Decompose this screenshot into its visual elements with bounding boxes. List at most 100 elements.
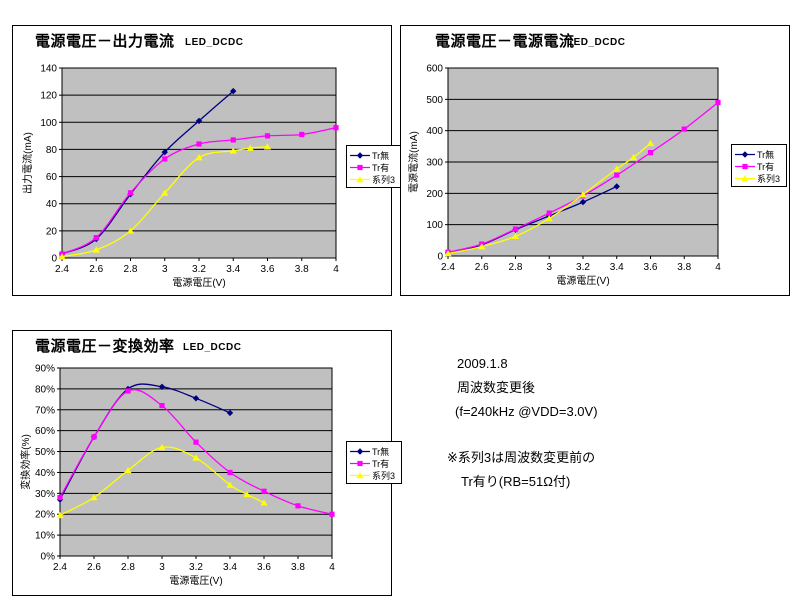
x-tick-label: 2.8	[124, 264, 138, 275]
chart-subtitle: LED_DCDC	[185, 37, 244, 48]
diamond-marker-icon	[226, 409, 234, 417]
y-tick-label: 10%	[35, 531, 55, 542]
triangle-marker-icon	[246, 144, 254, 151]
legend-entry: Tr有	[735, 160, 784, 172]
x-tick-label: 2.4	[53, 562, 67, 573]
chart-output-current: 電源電圧－出力電流 LED_DCDC 0 20 40 60 80 100 120 140 2.4 2.…	[12, 25, 402, 296]
y-axis-title: 電源電流(mA)	[407, 131, 420, 193]
legend-label: Tr無	[372, 150, 390, 161]
square-marker-icon	[230, 137, 236, 143]
x-tick-label: 4	[715, 262, 721, 273]
y-tick-label: 70%	[35, 405, 55, 416]
legend-label: Tr有	[757, 161, 775, 172]
x-tick-label: 3.4	[223, 562, 237, 573]
diamond-legend-icon	[350, 447, 370, 455]
note-block: 2009.1.8 周波数変更後 (f=240kHz @VDD=3.0V) ※系列…	[447, 352, 598, 494]
y-tick-label: 60%	[35, 426, 55, 437]
y-tick-label: 100	[40, 118, 57, 129]
note-condition-1: 周波数変更後	[457, 380, 536, 395]
square-marker-icon	[357, 164, 363, 170]
square-marker-icon	[159, 403, 165, 409]
square-marker-icon	[333, 125, 339, 131]
square-legend-icon	[350, 460, 370, 466]
triangle-marker-icon	[92, 246, 100, 253]
diamond-marker-icon	[356, 151, 364, 159]
triangle-marker-icon	[229, 147, 237, 154]
legend-label: Tr無	[372, 446, 390, 457]
triangle-marker-icon	[478, 243, 486, 250]
square-marker-icon	[614, 172, 620, 178]
x-tick-label: 2.6	[89, 264, 103, 275]
square-marker-icon	[681, 126, 687, 132]
y-tick-label: 30%	[35, 489, 55, 500]
x-tick-label: 3.6	[644, 262, 658, 273]
triangle-legend-icon	[350, 175, 370, 182]
legend: Tr無 Tr有 系列3	[731, 144, 787, 187]
triangle-marker-icon	[356, 471, 364, 478]
diamond-marker-icon	[356, 447, 364, 455]
y-tick-label: 0	[437, 252, 443, 263]
x-tick-label: 3.6	[257, 562, 271, 573]
x-tick-label: 2.8	[121, 562, 135, 573]
y-tick-label: 50%	[35, 447, 55, 458]
x-tick-label: 3.2	[192, 264, 206, 275]
square-marker-icon	[196, 141, 202, 147]
x-tick-label: 2.6	[87, 562, 101, 573]
triangle-marker-icon	[444, 250, 452, 257]
square-marker-icon	[127, 190, 134, 196]
y-tick-label: 100	[426, 220, 443, 231]
chart-plot: 0% 10% 20% 30% 40% 50% 60% 70% 80% 90% 2.4 2.6 2.8 3 3…	[19, 364, 335, 588]
legend-label: 系列3	[372, 174, 396, 185]
note-date: 2009.1.8	[457, 356, 508, 371]
y-tick-label: 20	[46, 226, 58, 237]
diamond-legend-icon	[735, 150, 755, 158]
diamond-marker-icon	[192, 395, 200, 402]
diamond-legend-icon	[350, 151, 370, 159]
chart-plot: 0 20 40 60 80 100 120 140 2.4 2.6 2.8 3 3.2 3.4 3.6 3.8…	[21, 64, 339, 290]
y-tick-label: 40%	[35, 468, 55, 479]
square-marker-icon	[299, 131, 305, 138]
chart-title: 電源電圧－変換効率	[35, 338, 175, 355]
legend-label: 系列3	[372, 470, 396, 481]
y-tick-label: 0%	[41, 552, 56, 563]
legend-label: Tr有	[372, 162, 390, 173]
x-tick-label: 2.4	[55, 264, 69, 275]
chart-efficiency: 電源電圧－変換効率 LED_DCDC 0% 10% 20% 30% 40% 50% 60% 70%…	[12, 330, 402, 596]
note-series3-2: Tr有り(RB=51Ω付)	[461, 474, 571, 489]
square-marker-icon	[742, 163, 748, 169]
y-tick-label: 200	[426, 189, 443, 200]
x-axis-title: 電源電圧(V)	[556, 274, 609, 287]
x-tick-label: 3.2	[576, 262, 590, 273]
triangle-marker-icon	[161, 189, 169, 196]
y-tick-label: 0	[51, 254, 57, 265]
diamond-marker-icon	[579, 198, 587, 206]
triangle-legend-icon	[350, 471, 370, 478]
y-tick-label: 140	[40, 64, 57, 75]
legend-entry: Tr有	[350, 457, 399, 469]
series-line	[61, 90, 234, 255]
diamond-marker-icon	[741, 150, 749, 158]
y-tick-label: 20%	[35, 510, 55, 521]
legend: Tr無 Tr有 系列3	[346, 441, 402, 484]
diamond-marker-icon	[161, 148, 168, 156]
y-tick-label: 60	[46, 172, 58, 183]
triangle-marker-icon	[126, 227, 135, 234]
square-marker-icon	[512, 226, 519, 232]
diamond-marker-icon	[158, 383, 166, 390]
square-marker-icon	[162, 156, 168, 162]
triangle-marker-icon	[90, 494, 98, 501]
square-marker-icon	[546, 210, 552, 216]
chart-title: 電源電圧－出力電流	[35, 33, 175, 50]
y-axis-title: 変換効率(%)	[19, 434, 32, 490]
triangle-marker-icon	[56, 511, 64, 519]
square-marker-icon	[93, 235, 99, 241]
square-marker-icon	[357, 460, 363, 466]
square-marker-icon	[227, 469, 233, 476]
x-tick-label: 3.4	[226, 264, 240, 275]
chart-supply-current: 電源電圧－電源電流 LED_DCDC 0 100 200 300 400 500 600 2.4 2…	[400, 25, 790, 296]
legend-entry: Tr有	[350, 161, 399, 173]
triangle-marker-icon	[195, 154, 203, 161]
triangle-marker-icon	[58, 253, 66, 260]
legend-label: Tr無	[757, 149, 775, 160]
triangle-marker-icon	[741, 174, 749, 181]
